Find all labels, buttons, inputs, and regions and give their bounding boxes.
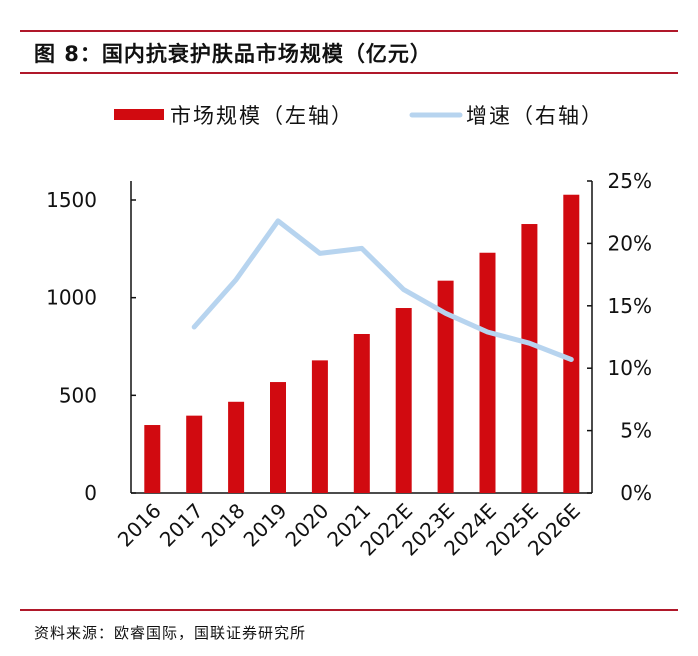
bar-2024E: [479, 252, 496, 493]
bar-2022E: [395, 308, 412, 493]
bar-2018: [228, 401, 245, 493]
left-tick-label: 0: [84, 481, 97, 505]
bar-2025E: [521, 224, 538, 493]
left-tick-label: 500: [59, 383, 97, 407]
footer-rule: [20, 609, 678, 611]
bar-2016: [144, 425, 161, 493]
growth-line: [191, 218, 574, 362]
x-tick-label: 2016: [113, 499, 166, 552]
bar-2021: [353, 333, 370, 493]
right-tick-label: 15%: [608, 294, 652, 318]
right-tick-label: 20%: [608, 231, 652, 255]
left-tick-label: 1500: [46, 188, 97, 212]
bar-2019: [270, 382, 286, 493]
x-tick-label: 2020: [280, 499, 333, 552]
title-bottom-rule: [20, 72, 678, 74]
right-tick-label: 10%: [608, 356, 652, 380]
x-tick-label: 2019: [239, 499, 292, 552]
chart-title: 图 8：国内抗衰护肤品市场规模（亿元）: [34, 42, 432, 66]
x-tick-label: 2017: [155, 499, 208, 552]
x-tick-label: 2018: [197, 499, 250, 552]
bar-2020: [311, 360, 328, 493]
source-note: 资料来源：欧睿国际，国联证券研究所: [34, 624, 307, 642]
legend-bar-label: 市场规模（左轴）: [170, 104, 354, 128]
right-tick-label: 25%: [608, 169, 652, 193]
legend-bar-swatch: [114, 109, 164, 120]
bar-2026E: [563, 194, 580, 493]
left-tick-label: 1000: [46, 286, 97, 310]
right-tick-label: 0%: [620, 481, 652, 505]
bar-2023E: [437, 280, 454, 493]
legend-line-label: 增速（右轴）: [466, 104, 604, 128]
bar-2017: [186, 415, 203, 493]
right-tick-label: 5%: [620, 419, 652, 443]
title-top-rule: [20, 30, 678, 32]
